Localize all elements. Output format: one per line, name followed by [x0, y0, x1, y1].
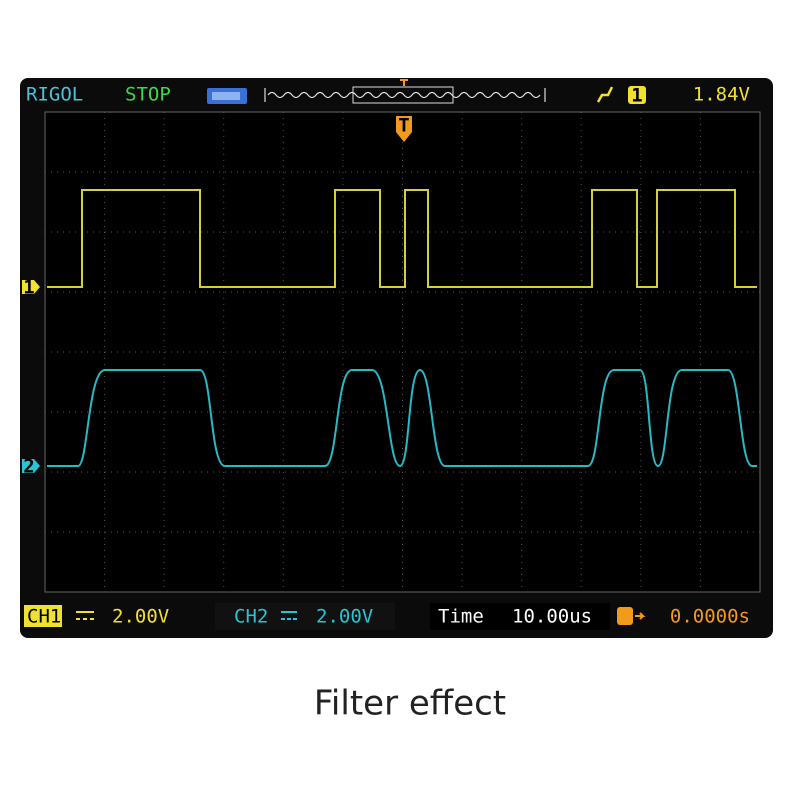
ch1-scale: 2.00V: [112, 606, 169, 628]
caption: Filter effect: [314, 684, 506, 724]
time-label: Time: [438, 606, 484, 628]
offset-icon: [617, 607, 633, 625]
trigger-channel: 1: [631, 85, 642, 107]
ch1-marker: [22, 280, 40, 294]
ch1-marker-label: 1: [23, 277, 34, 299]
ch2-scale: 2.00V: [316, 606, 373, 628]
trigger-pos-top: [400, 79, 408, 86]
ch1-coupling: [76, 611, 94, 620]
ch2-marker: [22, 459, 40, 473]
memory-strip: [264, 88, 546, 102]
memory-icon-inner: [212, 92, 240, 100]
time-scale: 10.00us: [512, 606, 592, 628]
ch2-marker-label: 2: [23, 456, 34, 478]
trigger-marker: [396, 116, 412, 142]
ch2-waveform: [47, 368, 757, 468]
offset-arrow: [635, 612, 646, 620]
run-status: STOP: [125, 84, 171, 106]
time-box: [430, 603, 610, 630]
trigger-marker-label: T: [398, 115, 409, 137]
edge-icon: [596, 86, 614, 103]
ch1-label-box: [24, 605, 62, 627]
ch2-coupling: [281, 611, 297, 620]
ch2-box: [215, 603, 395, 630]
grid: [45, 112, 760, 592]
memory-window: [352, 86, 454, 104]
trigger-channel-box: [628, 86, 646, 104]
brand: RIGOL: [26, 84, 83, 106]
ch1-label: CH1: [27, 606, 61, 628]
ch2-label: CH2: [234, 606, 268, 628]
trigger-level: 1.84V: [693, 84, 750, 106]
trigger-offset: 0.0000s: [670, 606, 750, 628]
ch1-waveform: [47, 189, 757, 288]
